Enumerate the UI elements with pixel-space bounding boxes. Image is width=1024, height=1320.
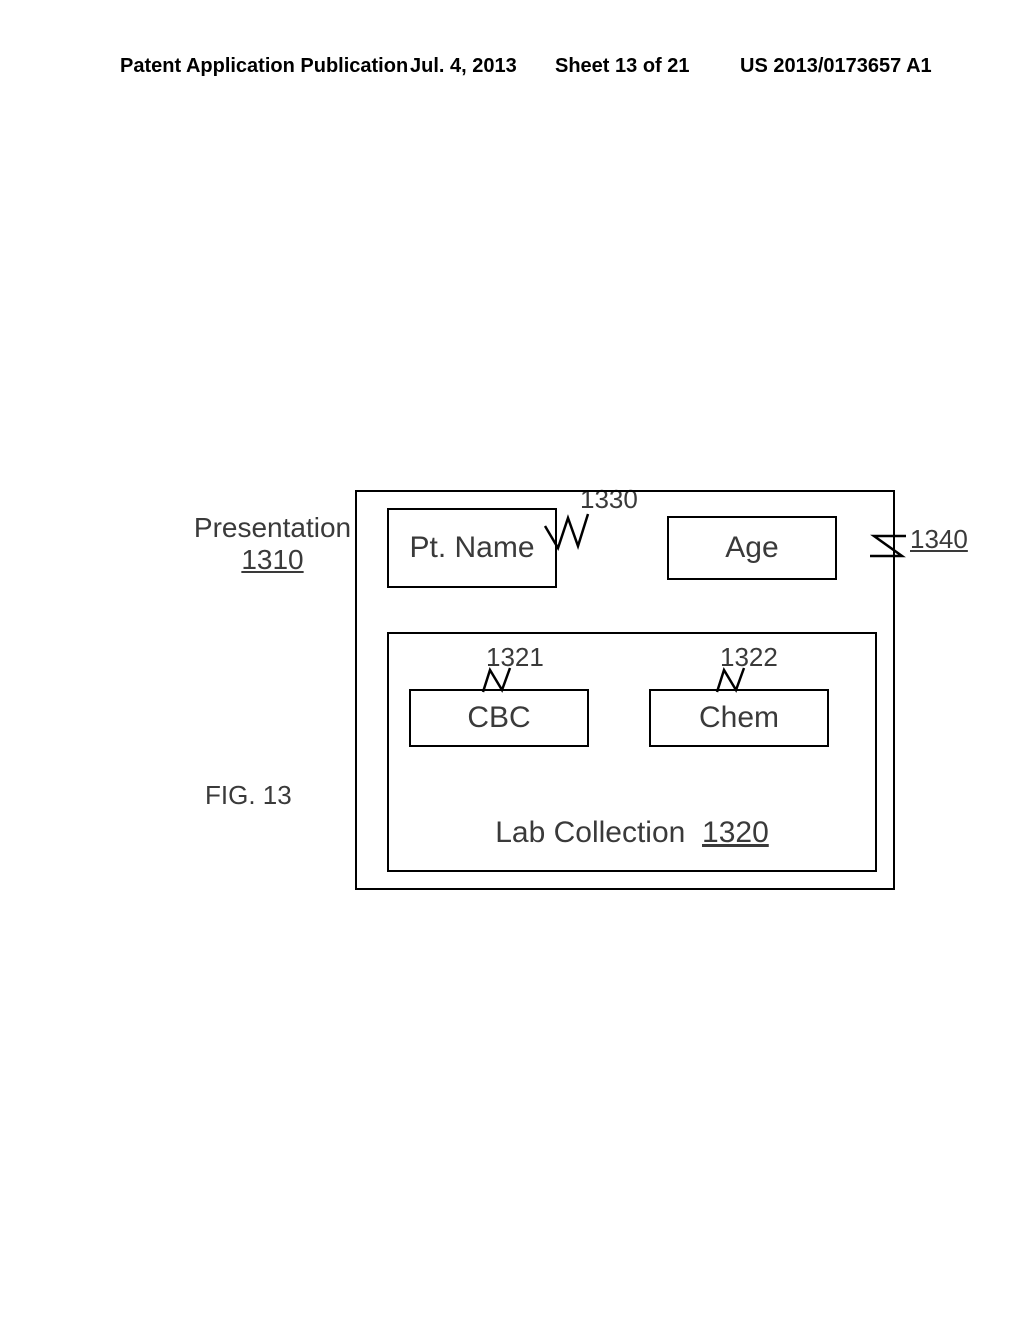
figure-label: FIG. 13: [205, 780, 292, 811]
presentation-text: Presentation: [194, 512, 351, 543]
lab-collection-caption: Lab Collection 1320: [389, 816, 875, 850]
pt-name-label: Pt. Name: [409, 532, 534, 564]
age-label: Age: [725, 531, 778, 565]
pt-name-box: Pt. Name: [387, 508, 557, 588]
chem-label: Chem: [699, 701, 779, 735]
chem-box: Chem: [649, 689, 829, 747]
header-date: Jul. 4, 2013: [410, 55, 517, 78]
page: Patent Application Publication Jul. 4, 2…: [0, 0, 1024, 1320]
ref-1340: 1340: [910, 524, 968, 555]
cbc-label: CBC: [467, 701, 530, 735]
cbc-box: CBC: [409, 689, 589, 747]
presentation-container: Pt. Name Age CBC Chem Lab Collection 132…: [355, 490, 895, 890]
age-box: Age: [667, 516, 837, 580]
presentation-ref: 1310: [241, 544, 303, 575]
lab-collection-box: CBC Chem Lab Collection 1320: [387, 632, 877, 872]
lab-collection-label: Lab Collection: [495, 816, 685, 849]
header-sheet: Sheet 13 of 21: [555, 55, 690, 78]
lab-collection-ref: 1320: [702, 816, 769, 849]
header-pub-type: Patent Application Publication: [120, 55, 408, 78]
presentation-label: Presentation 1310: [190, 512, 355, 576]
figure-13: Presentation 1310 FIG. 13 1330 1340 1321…: [190, 490, 910, 910]
header-pub-number: US 2013/0173657 A1: [740, 55, 932, 78]
